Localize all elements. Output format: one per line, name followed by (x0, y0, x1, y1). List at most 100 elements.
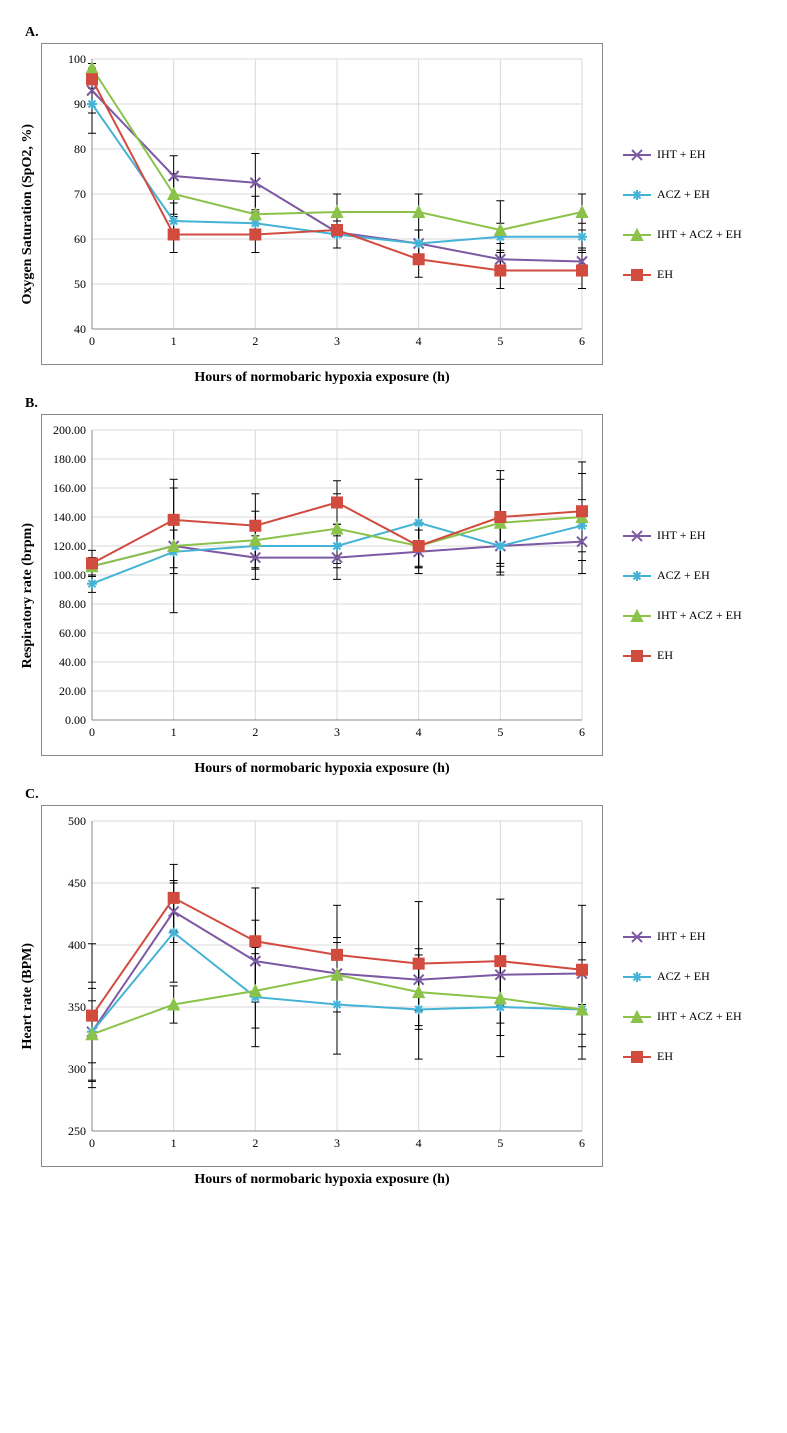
legend-label: EH (657, 648, 673, 663)
svg-text:5: 5 (497, 334, 503, 348)
legend-marker-icon (623, 569, 651, 583)
legend-label: EH (657, 1049, 673, 1064)
legend-label: EH (657, 267, 673, 282)
legend-marker-icon (623, 148, 651, 162)
panel-label: B. (25, 396, 767, 412)
svg-text:500: 500 (68, 814, 86, 828)
svg-text:60.00: 60.00 (59, 626, 86, 640)
plot-area: 4050607080901000123456 (41, 43, 603, 365)
y-axis-label: Heart rate (BPM) (20, 943, 36, 1050)
legend-label: ACZ + EH (657, 568, 710, 583)
svg-text:100.00: 100.00 (53, 568, 86, 582)
legend-c: IHT + EH ACZ + EH IHT + ACZ + EH (623, 904, 742, 1089)
legend-item: EH (623, 267, 742, 282)
legend-item: IHT + ACZ + EH (623, 227, 742, 242)
chart-row: Heart rate (BPM) 250 300 350 400 450 500 0 1 2 3 4… (20, 805, 767, 1188)
svg-text:4: 4 (416, 725, 422, 739)
svg-text:40.00: 40.00 (59, 655, 86, 669)
legend-item: IHT + EH (623, 528, 742, 543)
svg-text:1: 1 (171, 725, 177, 739)
legend-marker-icon (623, 188, 651, 202)
legend-item: IHT + EH (623, 929, 742, 944)
legend-label: ACZ + EH (657, 187, 710, 202)
panel-a: A. Oxygen Saturation (SpO2, %) 405060708… (20, 25, 767, 386)
legend-item: EH (623, 1049, 742, 1064)
svg-text:80.00: 80.00 (59, 597, 86, 611)
legend-label: IHT + EH (657, 929, 706, 944)
svg-text:2: 2 (252, 1136, 258, 1150)
legend-item: IHT + ACZ + EH (623, 608, 742, 623)
panel-label: C. (25, 787, 767, 803)
chart-c-svg: 250 300 350 400 450 500 0 1 2 3 4 5 6 (42, 806, 602, 1166)
y-axis-label: Respiratory rate (brpm) (20, 523, 36, 668)
svg-text:3: 3 (334, 725, 340, 739)
svg-text:0.00: 0.00 (65, 713, 86, 727)
legend-label: IHT + ACZ + EH (657, 227, 742, 242)
svg-text:400: 400 (68, 938, 86, 952)
chart-a-svg: 4050607080901000123456 (42, 44, 602, 364)
legend-marker-icon (623, 268, 651, 282)
svg-text:1: 1 (171, 1136, 177, 1150)
svg-text:300: 300 (68, 1062, 86, 1076)
svg-text:70: 70 (74, 187, 86, 201)
svg-text:80: 80 (74, 142, 86, 156)
legend-marker-icon (623, 970, 651, 984)
svg-text:4: 4 (416, 334, 422, 348)
svg-text:90: 90 (74, 97, 86, 111)
svg-text:6: 6 (579, 334, 585, 348)
legend-item: ACZ + EH (623, 568, 742, 583)
plot-area: 0.00 20.00 40.00 60.00 80.00 100.00 120.00 140.… (41, 414, 603, 756)
legend-item: ACZ + EH (623, 969, 742, 984)
svg-text:160.00: 160.00 (53, 481, 86, 495)
svg-text:6: 6 (579, 1136, 585, 1150)
x-axis-label: Hours of normobaric hypoxia exposure (h) (41, 761, 603, 777)
x-axis-label: Hours of normobaric hypoxia exposure (h) (41, 1172, 603, 1188)
svg-text:250: 250 (68, 1124, 86, 1138)
svg-text:0: 0 (89, 334, 95, 348)
legend-item: ACZ + EH (623, 187, 742, 202)
svg-text:100: 100 (68, 52, 86, 66)
legend-marker-icon (623, 1050, 651, 1064)
svg-text:5: 5 (497, 725, 503, 739)
svg-text:1: 1 (171, 334, 177, 348)
legend-item: IHT + EH (623, 147, 742, 162)
y-axis-label: Oxygen Saturation (SpO2, %) (20, 124, 36, 304)
svg-text:120.00: 120.00 (53, 539, 86, 553)
svg-text:140.00: 140.00 (53, 510, 86, 524)
svg-text:450: 450 (68, 876, 86, 890)
svg-text:6: 6 (579, 725, 585, 739)
legend-b: IHT + EH ACZ + EH IHT + ACZ + EH (623, 503, 742, 688)
svg-text:2: 2 (252, 725, 258, 739)
svg-text:60: 60 (74, 232, 86, 246)
svg-text:20.00: 20.00 (59, 684, 86, 698)
svg-text:200.00: 200.00 (53, 423, 86, 437)
svg-text:350: 350 (68, 1000, 86, 1014)
svg-text:50: 50 (74, 277, 86, 291)
legend-item: IHT + ACZ + EH (623, 1009, 742, 1024)
plot-area: 250 300 350 400 450 500 0 1 2 3 4 5 6 (41, 805, 603, 1167)
legend-marker-icon (623, 529, 651, 543)
legend-item: EH (623, 648, 742, 663)
svg-text:5: 5 (497, 1136, 503, 1150)
svg-text:2: 2 (252, 334, 258, 348)
svg-text:4: 4 (416, 1136, 422, 1150)
svg-text:3: 3 (334, 1136, 340, 1150)
svg-text:0: 0 (89, 1136, 95, 1150)
chart-b-svg: 0.00 20.00 40.00 60.00 80.00 100.00 120.00 140.… (42, 415, 602, 755)
x-axis-label: Hours of normobaric hypoxia exposure (h) (41, 370, 603, 386)
svg-text:0: 0 (89, 725, 95, 739)
legend-marker-icon (623, 930, 651, 944)
legend-label: IHT + ACZ + EH (657, 1009, 742, 1024)
legend-label: IHT + EH (657, 147, 706, 162)
legend-marker-icon (623, 649, 651, 663)
chart-row: Respiratory rate (brpm) 0.0020.0040.0060… (20, 414, 767, 777)
legend-marker-icon (623, 1010, 651, 1024)
panel-b: B. Respiratory rate (brpm) 0.00 20.00 40.0… (20, 396, 767, 777)
legend-label: IHT + ACZ + EH (657, 608, 742, 623)
svg-text:40: 40 (74, 322, 86, 336)
panel-c: C. Heart rate (BPM) 250 300 350 400 450 500 0 1… (20, 787, 767, 1188)
legend-marker-icon (623, 228, 651, 242)
svg-text:180.00: 180.00 (53, 452, 86, 466)
legend-label: IHT + EH (657, 528, 706, 543)
panel-label: A. (25, 25, 767, 41)
